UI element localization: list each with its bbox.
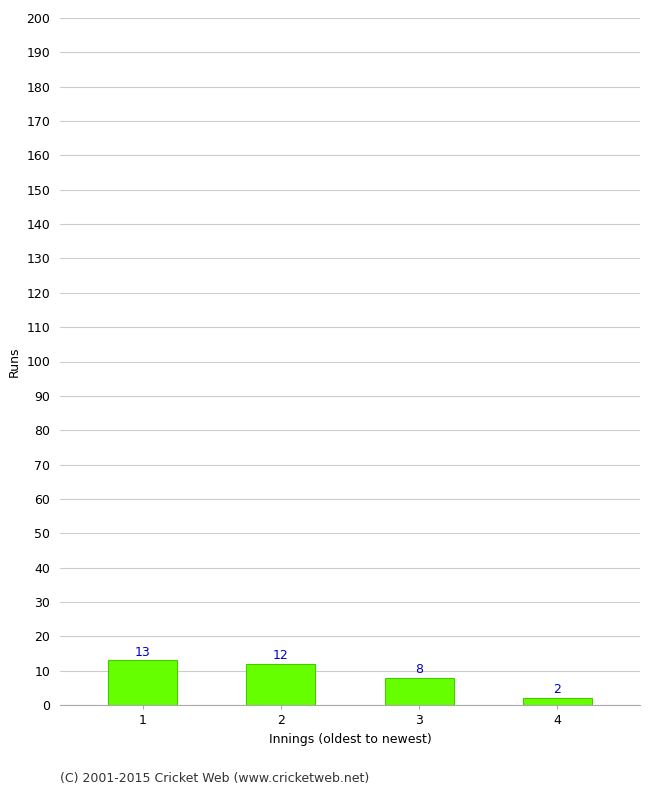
Text: (C) 2001-2015 Cricket Web (www.cricketweb.net): (C) 2001-2015 Cricket Web (www.cricketwe… (60, 772, 369, 785)
Y-axis label: Runs: Runs (8, 346, 21, 377)
Bar (523, 698, 592, 705)
X-axis label: Innings (oldest to newest): Innings (oldest to newest) (268, 733, 432, 746)
Bar (109, 660, 177, 705)
Text: 12: 12 (273, 649, 289, 662)
Bar (246, 664, 315, 705)
Text: 13: 13 (135, 646, 151, 658)
Text: 2: 2 (553, 683, 561, 697)
Text: 8: 8 (415, 663, 423, 676)
Bar (385, 678, 454, 705)
